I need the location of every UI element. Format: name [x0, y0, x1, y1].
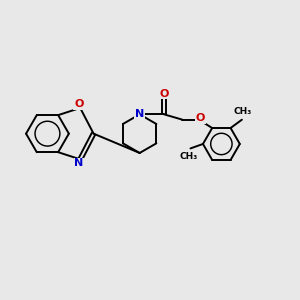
Text: O: O — [196, 113, 205, 123]
Text: O: O — [159, 88, 169, 98]
Text: CH₃: CH₃ — [180, 152, 198, 161]
Text: N: N — [135, 109, 144, 119]
Text: N: N — [74, 158, 83, 168]
Text: O: O — [74, 99, 83, 110]
Text: CH₃: CH₃ — [233, 107, 252, 116]
